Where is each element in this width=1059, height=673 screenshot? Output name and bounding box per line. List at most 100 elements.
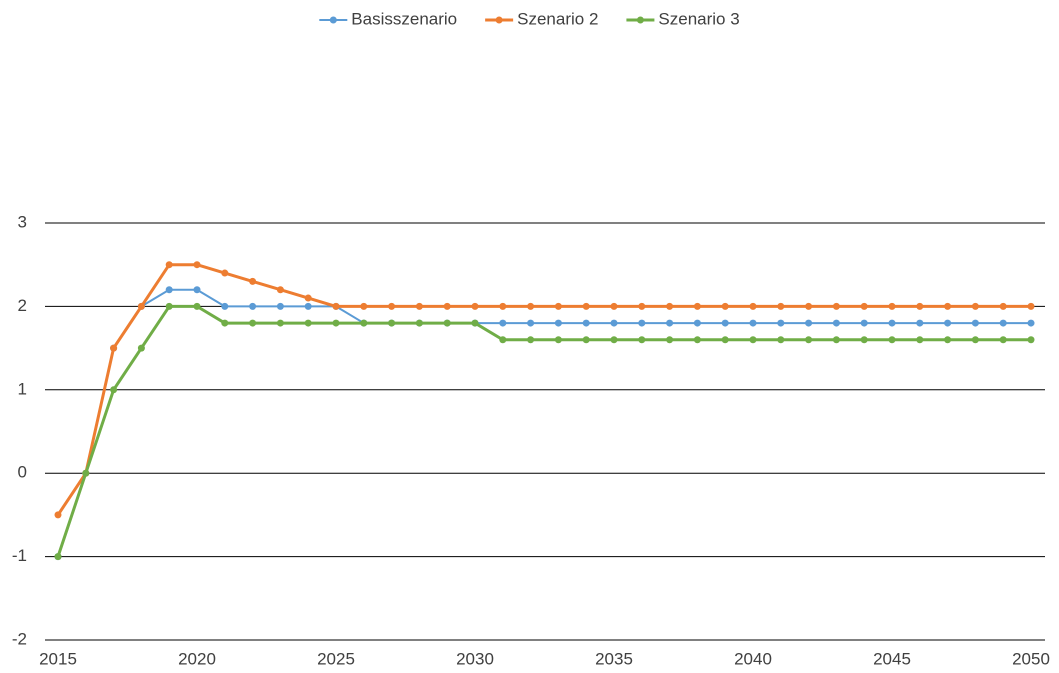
point xyxy=(888,319,896,327)
point xyxy=(749,302,757,310)
point xyxy=(276,302,284,310)
point xyxy=(749,336,757,344)
point xyxy=(999,302,1007,310)
point xyxy=(638,302,646,310)
point xyxy=(193,286,201,294)
point xyxy=(304,294,312,302)
point xyxy=(971,336,979,344)
point xyxy=(165,286,173,294)
series-line xyxy=(56,263,1031,516)
legend-marker xyxy=(329,16,337,24)
point xyxy=(944,319,952,327)
point xyxy=(832,319,840,327)
point xyxy=(638,319,646,327)
point xyxy=(137,302,145,310)
point xyxy=(693,336,701,344)
legend-label: Basisszenario xyxy=(351,9,457,28)
point xyxy=(554,336,562,344)
point xyxy=(999,336,1007,344)
point xyxy=(777,336,785,344)
series-line xyxy=(57,288,1031,557)
point xyxy=(527,336,535,344)
point xyxy=(527,302,535,310)
x-tick-label: 2025 xyxy=(317,649,355,668)
point xyxy=(499,319,507,327)
point xyxy=(638,336,646,344)
point xyxy=(582,336,590,344)
point xyxy=(221,302,229,310)
point xyxy=(332,302,340,310)
point xyxy=(304,319,312,327)
point xyxy=(415,302,423,310)
point xyxy=(971,302,979,310)
point xyxy=(388,319,396,327)
y-tick-label: -1 xyxy=(12,546,27,565)
point xyxy=(1027,302,1035,310)
point xyxy=(860,302,868,310)
point xyxy=(666,302,674,310)
point xyxy=(582,302,590,310)
point xyxy=(805,319,813,327)
point xyxy=(471,302,479,310)
point xyxy=(610,319,618,327)
point xyxy=(610,336,618,344)
point xyxy=(721,302,729,310)
point xyxy=(721,336,729,344)
y-tick-label: 0 xyxy=(18,463,27,482)
point xyxy=(193,261,201,269)
point xyxy=(249,277,257,285)
x-tick-label: 2020 xyxy=(178,649,216,668)
point xyxy=(971,319,979,327)
legend-label: Szenario 2 xyxy=(517,9,598,28)
point xyxy=(666,336,674,344)
point xyxy=(916,319,924,327)
point xyxy=(916,336,924,344)
point xyxy=(249,302,257,310)
point xyxy=(805,336,813,344)
point xyxy=(749,319,757,327)
point xyxy=(554,319,562,327)
x-tick-label: 2030 xyxy=(456,649,494,668)
point xyxy=(110,344,118,352)
point xyxy=(276,319,284,327)
point xyxy=(499,302,507,310)
point xyxy=(888,336,896,344)
point xyxy=(276,286,284,294)
point xyxy=(82,469,90,477)
point xyxy=(860,336,868,344)
x-tick-label: 2015 xyxy=(39,649,77,668)
point xyxy=(1027,319,1035,327)
point xyxy=(888,302,896,310)
point xyxy=(249,319,257,327)
y-tick-label: 2 xyxy=(18,296,27,315)
y-tick-label: -2 xyxy=(12,629,27,648)
point xyxy=(471,319,479,327)
point xyxy=(193,302,201,310)
point xyxy=(110,386,118,394)
point xyxy=(499,336,507,344)
point xyxy=(54,553,62,561)
point xyxy=(693,319,701,327)
point xyxy=(137,344,145,352)
legend-marker xyxy=(495,16,503,24)
point xyxy=(582,319,590,327)
point xyxy=(443,319,451,327)
x-tick-label: 2040 xyxy=(734,649,772,668)
point xyxy=(666,319,674,327)
point xyxy=(304,302,312,310)
point xyxy=(443,302,451,310)
x-tick-label: 2035 xyxy=(595,649,633,668)
point xyxy=(554,302,562,310)
point xyxy=(54,511,62,519)
point xyxy=(860,319,868,327)
point xyxy=(360,302,368,310)
y-tick-label: 3 xyxy=(18,212,27,231)
x-tick-label: 2045 xyxy=(873,649,911,668)
point xyxy=(777,302,785,310)
point xyxy=(221,269,229,277)
series-line xyxy=(56,304,1031,558)
legend-label: Szenario 3 xyxy=(658,9,739,28)
point xyxy=(721,319,729,327)
